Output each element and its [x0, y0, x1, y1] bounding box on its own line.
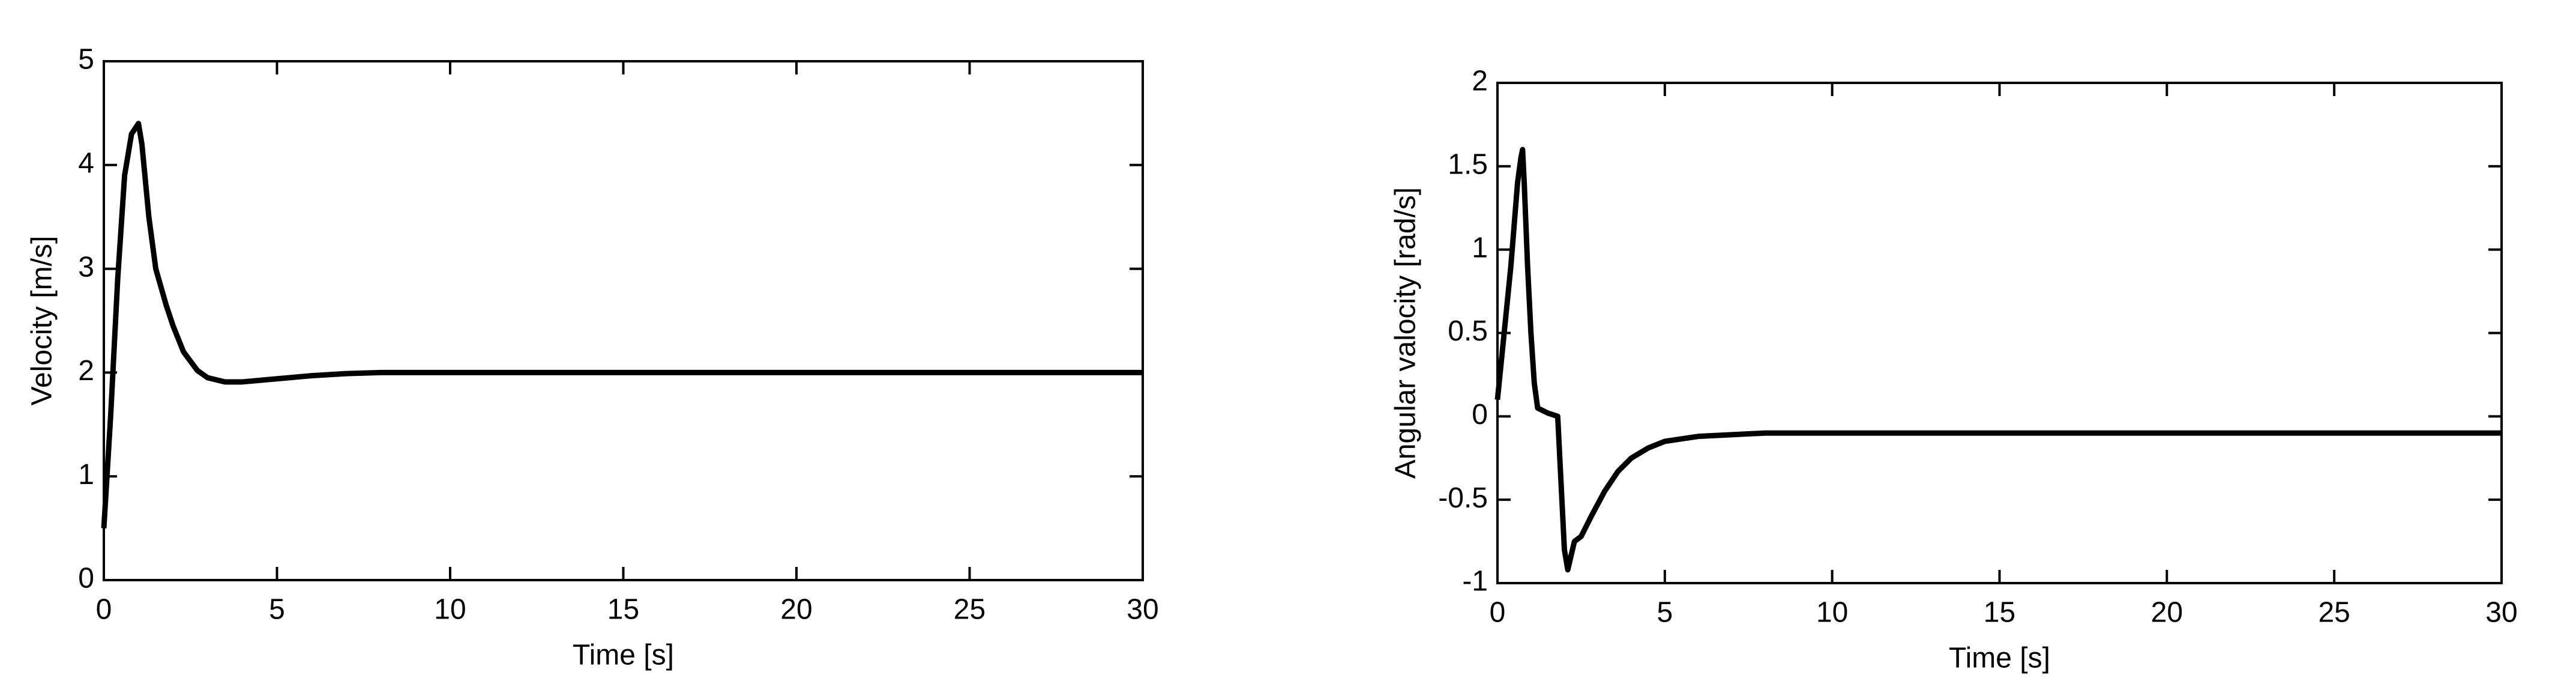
- y-tick-label: 1: [78, 459, 94, 491]
- y-axis-label: Angular valocity [rad/s]: [1390, 187, 1422, 479]
- plot-frame: [103, 60, 1144, 581]
- x-tick-label: 30: [2485, 597, 2517, 629]
- x-axis-label: Time [s]: [573, 640, 674, 671]
- x-tick-label: 20: [2151, 597, 2183, 629]
- x-tick-label: 0: [96, 594, 112, 626]
- y-tick-label: 1.5: [1448, 149, 1488, 181]
- y-tick-label: 0: [78, 563, 94, 595]
- plot-frame: [1496, 82, 2503, 584]
- x-tick-label: 10: [434, 594, 466, 626]
- x-tick-label: 25: [954, 594, 986, 626]
- y-tick-label: 0.5: [1448, 315, 1488, 347]
- y-tick-label: 2: [1472, 65, 1488, 97]
- y-tick-label: 4: [78, 147, 94, 179]
- y-tick-label: -1: [1462, 566, 1488, 598]
- x-tick-label: 10: [1816, 597, 1848, 629]
- x-tick-label: 25: [2318, 597, 2350, 629]
- x-tick-label: 15: [607, 594, 639, 626]
- y-axis-label: Velocity [m/s]: [26, 236, 58, 406]
- x-tick-label: 5: [269, 594, 285, 626]
- y-tick-label: 2: [78, 355, 94, 387]
- y-tick-label: -0.5: [1438, 482, 1488, 514]
- y-tick-label: 3: [78, 251, 94, 283]
- data-line: [101, 121, 1143, 528]
- x-tick-label: 20: [780, 594, 812, 626]
- y-tick-label: 5: [78, 44, 94, 76]
- x-tick-label: 5: [1657, 597, 1673, 629]
- y-tick-label: 0: [1472, 399, 1488, 431]
- y-tick-label: 1: [1472, 232, 1488, 264]
- data-line: [1494, 147, 2502, 573]
- x-tick-label: 0: [1490, 597, 1506, 629]
- x-axis-label: Time [s]: [1949, 643, 2050, 674]
- x-tick-label: 30: [1127, 594, 1158, 626]
- x-tick-label: 15: [1984, 597, 2015, 629]
